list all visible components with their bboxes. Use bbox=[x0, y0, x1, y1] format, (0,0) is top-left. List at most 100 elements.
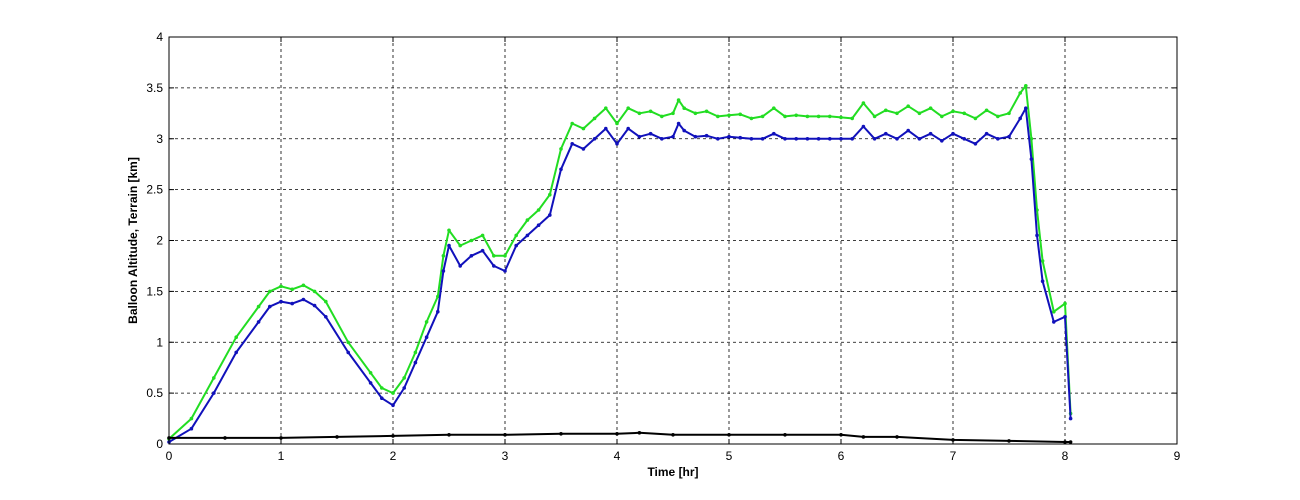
data-point bbox=[1063, 301, 1067, 306]
data-point bbox=[312, 303, 317, 308]
data-point bbox=[256, 304, 261, 309]
data-point bbox=[548, 192, 552, 197]
data-point bbox=[626, 126, 630, 131]
data-point bbox=[312, 289, 317, 294]
data-point bbox=[648, 131, 653, 136]
series-line-green-series bbox=[168, 84, 1072, 440]
data-point bbox=[525, 218, 530, 222]
data-point bbox=[570, 142, 574, 146]
data-point bbox=[290, 287, 295, 292]
data-point bbox=[447, 433, 451, 437]
data-point bbox=[1029, 157, 1034, 161]
data-point bbox=[469, 254, 474, 258]
data-point bbox=[783, 433, 787, 437]
y-tick-label: 1 bbox=[156, 335, 163, 349]
series-markers-blue-series bbox=[167, 106, 1073, 444]
data-point bbox=[492, 264, 496, 268]
data-point bbox=[234, 350, 238, 355]
data-point bbox=[850, 137, 854, 141]
data-point bbox=[660, 114, 664, 119]
data-point bbox=[615, 432, 619, 436]
data-point bbox=[872, 114, 877, 119]
y-axis-label: Balloon Altitude, Terrain [km] bbox=[126, 157, 140, 324]
data-point bbox=[760, 114, 765, 119]
data-point bbox=[189, 416, 194, 421]
series-line-blue-series bbox=[168, 107, 1072, 443]
data-point bbox=[996, 137, 1000, 141]
data-point bbox=[772, 131, 776, 136]
data-point bbox=[536, 223, 541, 227]
x-tick-label: 2 bbox=[390, 449, 397, 463]
data-point bbox=[346, 350, 351, 355]
data-point bbox=[772, 106, 776, 110]
data-point bbox=[962, 137, 966, 141]
data-point bbox=[1035, 233, 1039, 238]
data-point bbox=[592, 116, 597, 121]
data-point bbox=[760, 137, 765, 141]
data-point bbox=[268, 304, 272, 309]
data-point bbox=[682, 128, 686, 133]
data-point bbox=[850, 116, 854, 121]
data-point bbox=[805, 114, 810, 119]
x-tick-label: 6 bbox=[838, 449, 845, 463]
data-point bbox=[727, 113, 731, 118]
data-point bbox=[693, 111, 698, 116]
data-point bbox=[839, 433, 843, 437]
data-point bbox=[301, 283, 306, 288]
data-point bbox=[861, 435, 866, 439]
data-point bbox=[1040, 259, 1045, 263]
y-tick-label: 2 bbox=[156, 234, 163, 248]
data-point bbox=[676, 121, 681, 126]
data-point bbox=[816, 137, 821, 141]
data-point bbox=[279, 436, 283, 440]
data-point bbox=[984, 108, 989, 113]
data-point bbox=[581, 126, 586, 131]
x-tick-label: 5 bbox=[726, 449, 733, 463]
data-point bbox=[884, 131, 888, 136]
data-point bbox=[570, 121, 574, 126]
data-point bbox=[1052, 320, 1056, 324]
data-point bbox=[973, 142, 978, 146]
data-point bbox=[671, 433, 675, 437]
data-point bbox=[962, 111, 966, 116]
data-point bbox=[861, 124, 866, 129]
data-point bbox=[917, 137, 922, 141]
data-point bbox=[604, 126, 608, 131]
data-point bbox=[682, 106, 686, 110]
data-point bbox=[738, 135, 742, 140]
data-point bbox=[1007, 111, 1011, 116]
data-point bbox=[436, 294, 440, 299]
data-point bbox=[816, 114, 821, 119]
data-point bbox=[996, 114, 1000, 119]
data-point bbox=[279, 299, 283, 304]
data-point bbox=[1063, 315, 1067, 319]
data-point bbox=[469, 238, 474, 243]
data-point bbox=[424, 320, 429, 324]
data-point bbox=[380, 396, 384, 401]
x-tick-label: 1 bbox=[278, 449, 285, 463]
data-point bbox=[1007, 439, 1011, 443]
data-point bbox=[458, 264, 463, 268]
data-point bbox=[424, 335, 429, 340]
data-point bbox=[839, 137, 843, 141]
data-point bbox=[324, 315, 328, 319]
data-point bbox=[256, 320, 261, 324]
data-point bbox=[458, 243, 463, 248]
data-point bbox=[906, 104, 910, 108]
x-tick-label: 0 bbox=[166, 449, 173, 463]
data-point bbox=[441, 254, 446, 258]
y-tick-label: 4 bbox=[156, 30, 163, 44]
data-point bbox=[514, 233, 518, 238]
data-point bbox=[951, 131, 955, 136]
data-point bbox=[727, 433, 731, 437]
data-point bbox=[794, 137, 798, 141]
data-point bbox=[268, 289, 272, 294]
data-point bbox=[783, 137, 787, 141]
data-point bbox=[928, 106, 933, 110]
x-tick-label: 3 bbox=[502, 449, 509, 463]
data-point bbox=[447, 228, 451, 233]
data-point bbox=[872, 137, 877, 141]
data-point bbox=[368, 381, 373, 385]
data-point bbox=[480, 248, 485, 253]
data-point bbox=[1018, 91, 1022, 95]
